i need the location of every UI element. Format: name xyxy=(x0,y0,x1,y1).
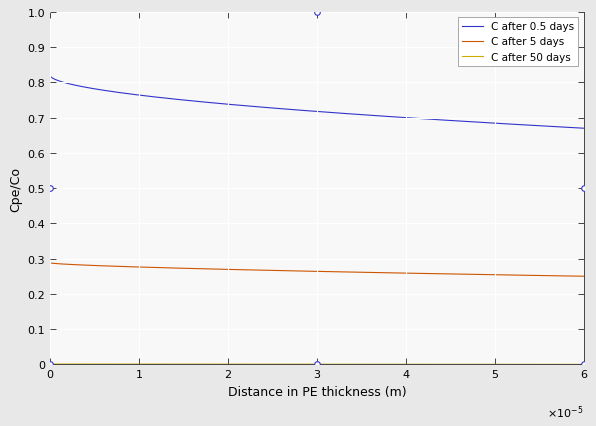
Y-axis label: Cpe/Co: Cpe/Co xyxy=(9,166,22,211)
C after 0.5 days xyxy=(262,106,269,111)
C after 50 days xyxy=(580,362,587,367)
C after 5 days xyxy=(472,272,479,277)
C after 5 days xyxy=(462,272,470,277)
C after 0.5 days xyxy=(413,116,420,121)
C after 5 days xyxy=(413,271,420,276)
C after 50 days xyxy=(462,362,470,367)
C after 50 days xyxy=(413,362,420,367)
C after 5 days xyxy=(101,264,108,269)
C after 0.5 days xyxy=(101,89,108,94)
C after 0.5 days xyxy=(462,120,470,125)
C after 0.5 days xyxy=(472,120,479,125)
Line: C after 5 days: C after 5 days xyxy=(50,263,583,276)
C after 0.5 days xyxy=(281,107,288,112)
Text: $\times10^{-5}$: $\times10^{-5}$ xyxy=(547,403,583,420)
Legend: C after 0.5 days, C after 5 days, C after 50 days: C after 0.5 days, C after 5 days, C afte… xyxy=(458,18,578,67)
C after 5 days xyxy=(262,268,269,273)
C after 0.5 days xyxy=(580,127,587,132)
C after 50 days xyxy=(46,362,54,367)
C after 5 days xyxy=(580,274,587,279)
C after 50 days xyxy=(101,362,108,367)
C after 50 days xyxy=(281,362,288,367)
Line: C after 0.5 days: C after 0.5 days xyxy=(50,76,583,129)
C after 5 days xyxy=(46,261,54,266)
C after 50 days xyxy=(472,362,479,367)
X-axis label: Distance in PE thickness (m): Distance in PE thickness (m) xyxy=(228,385,406,398)
C after 0.5 days xyxy=(46,74,54,79)
C after 50 days xyxy=(262,362,269,367)
C after 5 days xyxy=(281,268,288,273)
